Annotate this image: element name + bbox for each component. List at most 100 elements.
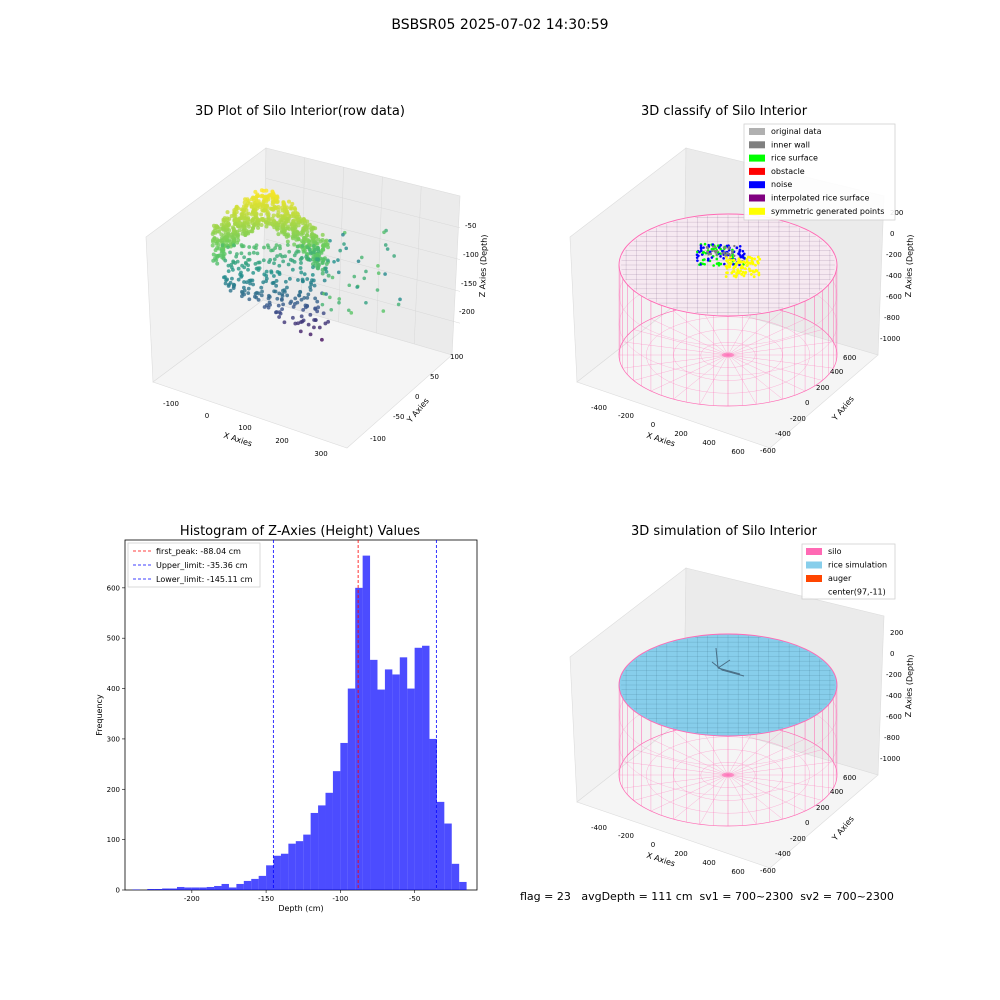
raw-point <box>247 245 252 249</box>
raw-point <box>256 291 261 296</box>
classify-legend-label: inner wall <box>771 140 810 149</box>
histogram-bar <box>422 645 430 890</box>
raw-point <box>242 288 247 293</box>
raw-point <box>296 278 300 282</box>
raw-x-tick: 0 <box>205 412 209 420</box>
raw-point <box>219 222 224 227</box>
raw-point <box>250 278 255 283</box>
classify-point <box>751 262 755 266</box>
raw-point <box>263 204 268 209</box>
raw-point <box>280 208 285 213</box>
classify-x-label: X Axies <box>645 431 676 449</box>
raw-grid-line <box>265 178 461 229</box>
classify-point <box>715 257 719 261</box>
raw-point <box>318 239 323 244</box>
raw-point <box>219 238 224 243</box>
raw-point <box>234 217 239 222</box>
histogram-bar <box>444 823 452 890</box>
raw-point <box>311 257 316 262</box>
raw-plot-title: 3D Plot of Silo Interior(row data) <box>195 104 405 119</box>
raw-point <box>247 278 252 283</box>
histogram-bar <box>221 883 229 890</box>
classify-point <box>727 265 731 269</box>
classify-legend-label: rice surface <box>771 154 818 163</box>
simulation-silo-wireframe <box>618 633 838 827</box>
raw-point <box>312 325 316 330</box>
raw-point <box>309 226 314 231</box>
classify-point <box>732 270 736 273</box>
classify-point <box>750 257 754 261</box>
classify-point <box>701 258 705 262</box>
raw-point <box>299 232 304 237</box>
raw-point <box>317 325 322 330</box>
raw-point <box>282 288 287 293</box>
raw-point <box>282 320 287 325</box>
raw-point <box>305 277 310 281</box>
histogram-bar <box>162 888 170 890</box>
classify-point <box>717 246 721 249</box>
raw-point <box>256 298 261 302</box>
raw-point <box>266 245 271 250</box>
raw-point <box>375 288 380 292</box>
raw-point <box>290 258 295 263</box>
classify-z-label: Z Axies (Depth) <box>904 234 915 297</box>
raw-point <box>299 314 304 319</box>
classify-point <box>706 251 710 254</box>
raw-point <box>294 251 298 255</box>
simulation-z-label: Z Axies (Depth) <box>904 654 915 717</box>
raw-point <box>313 226 318 231</box>
raw-point <box>238 220 243 225</box>
raw-point <box>231 286 236 290</box>
raw-point <box>305 304 310 309</box>
classify-point <box>722 257 725 260</box>
raw-point <box>291 218 296 223</box>
simulation-legend-label: auger <box>828 574 852 583</box>
raw-point <box>231 226 236 231</box>
histogram-bar <box>355 587 363 890</box>
raw-point <box>382 230 386 235</box>
raw-point <box>290 315 295 320</box>
classify-x-tick: -200 <box>618 412 634 420</box>
raw-point <box>383 243 388 247</box>
raw-point <box>264 303 269 308</box>
raw-point <box>326 273 331 278</box>
histogram-bar <box>392 674 400 890</box>
auger-segment <box>711 661 723 671</box>
classify-point <box>730 252 734 255</box>
raw-point <box>359 255 364 260</box>
raw-point <box>210 243 215 248</box>
raw-point <box>264 208 269 213</box>
raw-y-tick: 100 <box>450 353 463 361</box>
raw-point <box>229 262 234 267</box>
raw-point <box>295 230 300 235</box>
raw-point <box>235 234 240 239</box>
histogram-bar <box>132 889 140 890</box>
histogram-bar <box>273 855 281 890</box>
raw-point <box>244 216 249 221</box>
histogram-y-tick: 0 <box>116 887 120 895</box>
classify-legend-swatch <box>749 128 765 135</box>
raw-point <box>247 201 252 206</box>
classify-point <box>741 255 744 259</box>
classify-point <box>741 249 745 253</box>
raw-point <box>247 257 252 262</box>
raw-point <box>244 208 249 213</box>
raw-point <box>308 288 313 292</box>
classify-point <box>742 274 746 278</box>
simulation-y-tick: 0 <box>805 819 809 827</box>
raw-z-label: Z Axies (Depth) <box>478 234 489 297</box>
raw-x-tick: 100 <box>238 424 251 432</box>
classify-point <box>730 271 734 275</box>
raw-point <box>274 283 279 288</box>
simulation-y-tick: 400 <box>830 788 843 796</box>
raw-x-tick: 300 <box>314 450 327 458</box>
classify-point <box>722 246 726 249</box>
raw-point <box>259 212 264 217</box>
raw-point <box>260 289 264 294</box>
histogram-bar <box>429 738 437 890</box>
raw-point <box>274 222 279 227</box>
raw-point <box>308 258 312 262</box>
raw-point <box>324 266 328 271</box>
raw-point <box>291 304 296 309</box>
classify-point <box>709 252 713 256</box>
